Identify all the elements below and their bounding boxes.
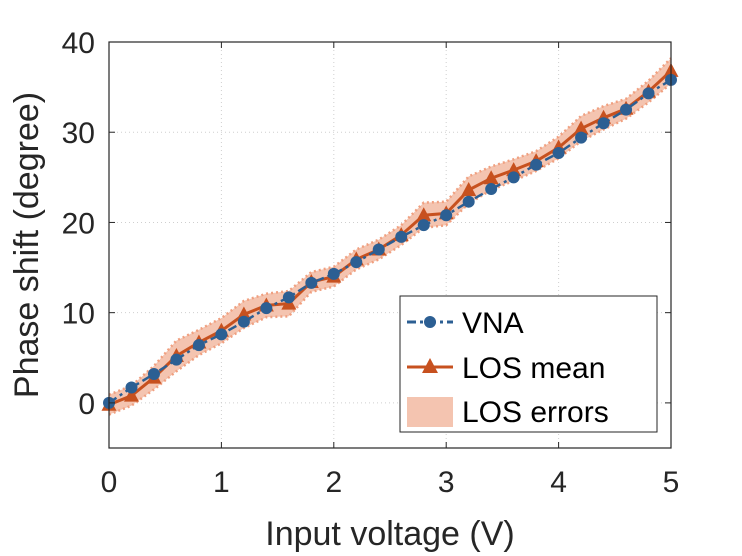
vna-point	[372, 243, 385, 256]
vna-point	[417, 219, 430, 232]
y-tick-label: 40	[62, 27, 95, 60]
legend-los-errors-swatch	[407, 397, 453, 427]
legend: VNA LOS mean LOS errors	[399, 295, 658, 433]
x-tick-label: 1	[213, 466, 230, 499]
vna-point	[215, 328, 228, 341]
y-tick-label: 10	[62, 298, 95, 331]
legend-label-vna: VNA	[462, 307, 524, 340]
vna-point	[125, 381, 138, 394]
x-tick-label: 5	[663, 466, 680, 499]
vna-line	[108, 78, 672, 404]
vna-point	[192, 339, 205, 352]
vna-point	[507, 171, 520, 184]
error-band-layer	[108, 57, 672, 416]
legend-label-los-mean: LOS mean	[462, 352, 605, 385]
los-mean-point	[416, 207, 432, 222]
y-axis-label: Phase shift (degree)	[8, 92, 46, 398]
los-errors-band	[109, 58, 671, 415]
vna-point	[282, 291, 295, 304]
vna-point	[575, 131, 588, 144]
los-mean-point	[483, 170, 499, 185]
los-errors-lower-edge	[108, 82, 672, 416]
legend-label-los-errors: LOS errors	[462, 396, 609, 429]
los-mean-point	[461, 181, 477, 196]
los-mean-point	[573, 120, 589, 135]
x-tick-label: 0	[101, 466, 118, 499]
los-mean-point	[123, 387, 139, 402]
x-tick-label: 4	[550, 466, 567, 499]
los-mean-point	[236, 306, 252, 321]
axes-frame	[108, 41, 672, 449]
vna-point	[440, 209, 453, 222]
legend-los-mean-marker	[422, 358, 438, 373]
y-tick-label: 30	[62, 117, 95, 150]
vna-point	[552, 146, 565, 159]
vna-point	[147, 368, 160, 381]
vna-point	[485, 183, 498, 196]
y-tick-label: 0	[78, 388, 95, 421]
vna-point	[305, 276, 318, 289]
vna-point	[597, 117, 610, 130]
vna-point	[642, 87, 655, 100]
vna-point	[237, 315, 250, 328]
legend-vna-marker	[424, 316, 436, 328]
tick-marks	[108, 41, 672, 448]
vna-point	[327, 267, 340, 280]
vna-point	[395, 230, 408, 243]
los-mean-point	[506, 162, 522, 177]
vna-point	[260, 302, 273, 315]
y-tick-label: 20	[62, 207, 95, 240]
vna-point	[462, 195, 475, 208]
vna-point	[350, 256, 363, 269]
vna-point	[170, 353, 183, 366]
x-tick-label: 2	[325, 466, 342, 499]
vna-point	[530, 158, 543, 171]
x-tick-label: 3	[438, 466, 455, 499]
tick-labels: 0 1 2 3 4 5 0 10 20 30 40	[62, 27, 680, 499]
los-errors-upper-edge	[108, 57, 672, 396]
vna-point	[620, 103, 633, 116]
x-axis-label: Input voltage (V)	[265, 515, 514, 553]
